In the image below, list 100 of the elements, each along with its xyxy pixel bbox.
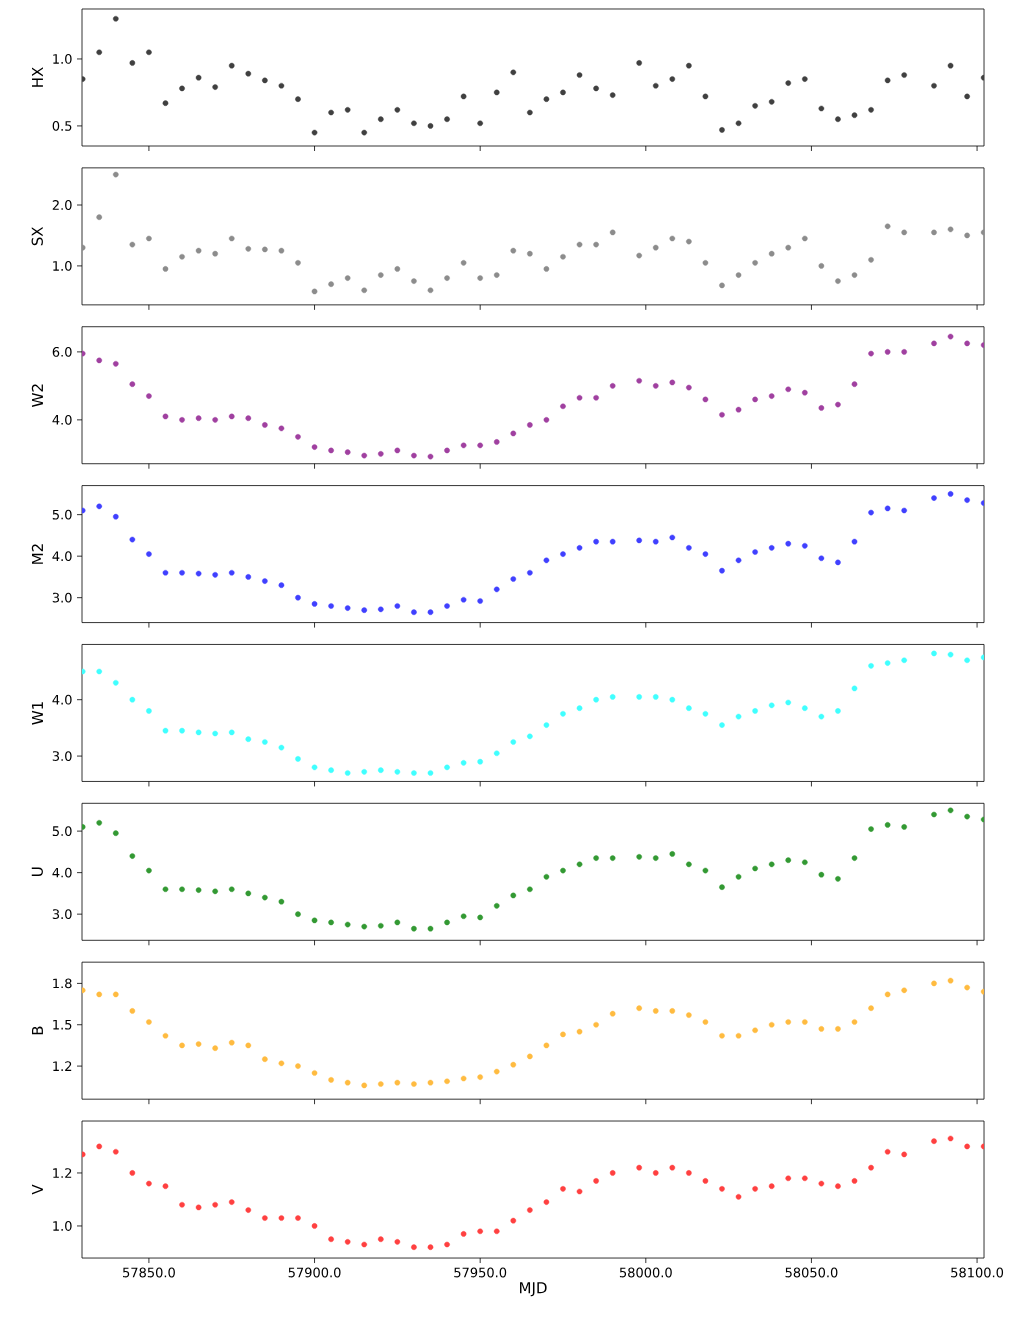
point [527, 109, 533, 116]
point [328, 447, 334, 454]
point [378, 922, 384, 929]
point [228, 62, 235, 69]
point [818, 263, 825, 269]
point [278, 898, 285, 905]
point [493, 89, 500, 96]
point [460, 760, 467, 766]
point [884, 349, 891, 355]
point [311, 764, 318, 771]
point [576, 394, 583, 401]
point [931, 1138, 937, 1144]
y-axis-title: SX [31, 226, 43, 246]
point [702, 1019, 709, 1025]
point [212, 84, 218, 90]
point [361, 1241, 368, 1248]
point [884, 77, 891, 84]
point [129, 241, 136, 248]
point [311, 129, 318, 136]
point [768, 545, 775, 551]
point [179, 417, 185, 423]
point [835, 708, 841, 714]
point [245, 574, 252, 580]
y-tick-label: 4.0 [52, 867, 72, 878]
point [560, 1031, 566, 1038]
point [129, 60, 136, 66]
point [818, 1026, 825, 1032]
y-tick-label: 4.0 [52, 414, 72, 425]
point [901, 72, 907, 78]
point [311, 1223, 318, 1229]
point [785, 1019, 792, 1025]
point [162, 886, 169, 893]
point [964, 232, 970, 239]
point [378, 1081, 384, 1087]
y-axis-title: W1 [31, 702, 43, 725]
point [719, 884, 725, 890]
point [460, 93, 467, 100]
point [212, 1045, 218, 1051]
point [636, 252, 642, 259]
point [802, 389, 808, 396]
point [735, 406, 742, 413]
point [868, 663, 874, 669]
point [278, 1060, 285, 1067]
point [493, 750, 500, 757]
y-tick-label: 4.0 [52, 694, 72, 705]
point [162, 727, 169, 734]
point [112, 360, 119, 367]
point [593, 1178, 599, 1184]
point [835, 876, 841, 882]
point [576, 1028, 583, 1035]
point [195, 1041, 202, 1047]
point [576, 705, 583, 711]
point [609, 1170, 616, 1176]
point [278, 247, 285, 254]
point [179, 886, 185, 893]
point [768, 1021, 775, 1028]
y-tick-label: 1.0 [53, 260, 72, 271]
point [884, 991, 891, 998]
y-tick-label: 5.0 [52, 826, 72, 837]
point [179, 569, 185, 576]
point [636, 1164, 642, 1171]
point [262, 1056, 268, 1062]
point [964, 93, 970, 100]
point [162, 266, 169, 272]
point [768, 393, 775, 399]
point [295, 1063, 301, 1069]
point [835, 559, 841, 566]
point [686, 861, 692, 868]
point [868, 107, 874, 113]
point [686, 1170, 692, 1176]
point [884, 505, 891, 512]
point [719, 282, 725, 289]
point [947, 1135, 954, 1142]
point [444, 1078, 450, 1085]
point [262, 1215, 268, 1221]
point [702, 551, 709, 557]
point [146, 708, 152, 714]
point [427, 123, 434, 129]
point [785, 386, 792, 393]
point [719, 411, 725, 418]
point [768, 861, 775, 868]
point [344, 1079, 351, 1086]
point [245, 890, 252, 897]
point [802, 1175, 808, 1182]
point [818, 713, 825, 720]
point [609, 694, 616, 700]
point [228, 569, 235, 576]
point [543, 557, 550, 564]
point [179, 85, 185, 92]
point [295, 260, 301, 266]
point [411, 925, 417, 932]
y-axis-title: W2 [31, 384, 43, 407]
point [361, 1082, 368, 1089]
point [527, 733, 533, 740]
point [593, 394, 599, 401]
point [901, 987, 907, 994]
point [560, 253, 566, 260]
y-tick-label: 1.5 [53, 1019, 72, 1030]
x-tick-label: 57900.0 [288, 1267, 341, 1278]
point [195, 415, 202, 421]
